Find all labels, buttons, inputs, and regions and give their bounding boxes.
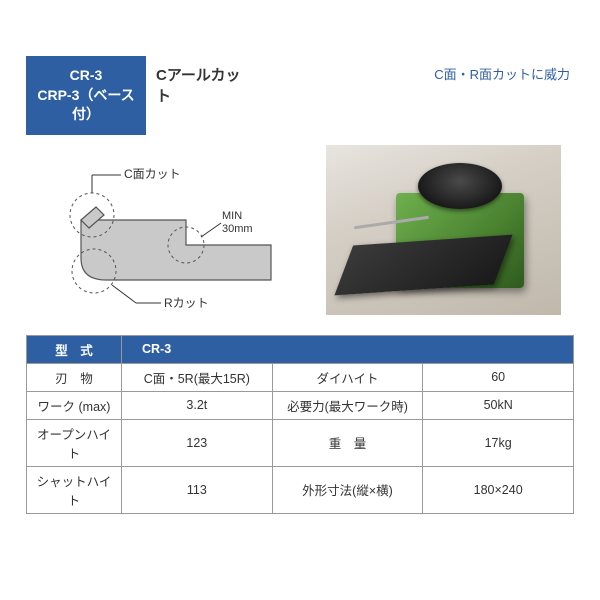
- spec-l: 必要力(最大ワーク時): [272, 391, 423, 419]
- diagram-label-min: MIN: [222, 210, 242, 222]
- spec-v: 180×240: [423, 466, 574, 513]
- spec-l: 外形寸法(縦×横): [272, 466, 423, 513]
- spec-v: 123: [122, 419, 273, 466]
- diagram-label-r: Rカット: [164, 296, 209, 310]
- model-line2: CRP-3（ベース付）: [34, 86, 138, 125]
- spec-l: ダイハイト: [272, 363, 423, 391]
- machine-top-shape: [418, 163, 502, 209]
- table-row: シャットハイト 113 外形寸法(縦×横) 180×240: [27, 466, 574, 513]
- spec-header-row: 型 式 CR-3: [27, 335, 574, 363]
- spec-table: 型 式 CR-3 刃 物 C面・5R(最大15R) ダイハイト 60 ワーク (…: [26, 335, 574, 514]
- spec-l: オープンハイト: [27, 419, 122, 466]
- spec-v: 60: [423, 363, 574, 391]
- spec-l: ワーク (max): [27, 391, 122, 419]
- spec-l: 刃 物: [27, 363, 122, 391]
- model-badge: CR-3 CRP-3（ベース付）: [26, 56, 146, 135]
- spec-header-label: 型 式: [27, 335, 122, 363]
- diagram-label-min-val: 30mm: [222, 223, 253, 235]
- table-row: オープンハイト 123 重 量 17kg: [27, 419, 574, 466]
- spec-header-value: CR-3: [122, 335, 574, 363]
- spec-v: 50kN: [423, 391, 574, 419]
- spec-v: 3.2t: [122, 391, 273, 419]
- product-photo: [326, 145, 561, 315]
- header-row: CR-3 CRP-3（ベース付） Cアールカット C面・R面カットに威力: [26, 56, 574, 135]
- table-row: 刃 物 C面・5R(最大15R) ダイハイト 60: [27, 363, 574, 391]
- spec-v: 17kg: [423, 419, 574, 466]
- spec-v: 113: [122, 466, 273, 513]
- table-row: ワーク (max) 3.2t 必要力(最大ワーク時) 50kN: [27, 391, 574, 419]
- cut-diagram: C面カット Rカット MIN 30mm: [26, 145, 316, 320]
- figure-row: C面カット Rカット MIN 30mm: [26, 145, 574, 320]
- product-subtitle: C面・R面カットに威力: [256, 56, 574, 91]
- spec-l: 重 量: [272, 419, 423, 466]
- product-panel: CR-3 CRP-3（ベース付） Cアールカット C面・R面カットに威力: [20, 50, 580, 520]
- product-title: Cアールカット: [146, 56, 256, 114]
- model-line1: CR-3: [34, 66, 138, 86]
- spec-l: シャットハイト: [27, 466, 122, 513]
- spec-v: C面・5R(最大15R): [122, 363, 273, 391]
- diagram-label-c: C面カット: [124, 167, 181, 181]
